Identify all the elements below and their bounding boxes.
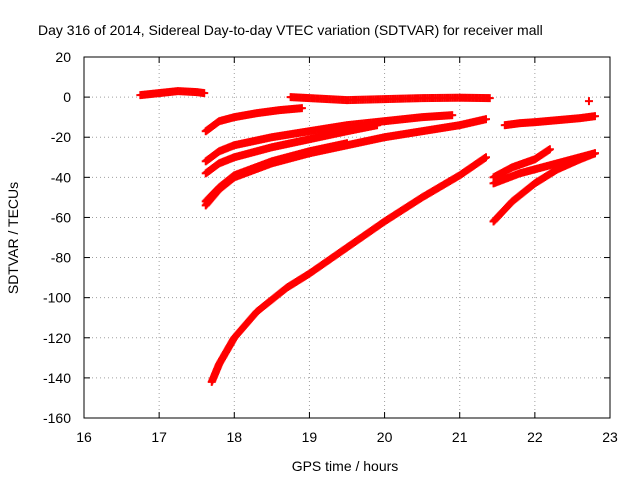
y-tick-label: 0 [63, 89, 71, 105]
y-tick-label: -120 [43, 330, 71, 346]
x-tick-label: 21 [452, 429, 468, 445]
y-tick-label: -140 [43, 370, 71, 386]
y-tick-label: 20 [55, 49, 71, 65]
x-tick-label: 20 [377, 429, 393, 445]
y-tick-label: -80 [51, 250, 71, 266]
data-series [286, 93, 494, 105]
plot-frame [83, 56, 611, 419]
data-series [500, 112, 599, 130]
data-series [201, 104, 306, 136]
y-tick-label: -40 [51, 169, 71, 185]
y-tick-label: -100 [43, 290, 71, 306]
y-tick-label: -20 [51, 129, 71, 145]
x-tick-label: 23 [602, 429, 618, 445]
data-series [207, 153, 491, 386]
grid-layer [84, 57, 610, 418]
x-axis-title: GPS time / hours [292, 458, 399, 474]
data-layer [136, 87, 599, 386]
y-tick-label: -160 [43, 410, 71, 426]
data-series [136, 87, 209, 100]
x-tick-label: 19 [302, 429, 318, 445]
x-tick-label: 17 [151, 429, 167, 445]
data-series [201, 111, 457, 166]
tick-layer: 16 17 18 19 20 21 22 23 -160 -140 -120 -100 -80 -60 -4… [43, 49, 618, 445]
data-series [489, 149, 599, 226]
x-tick-label: 16 [76, 429, 92, 445]
x-tick-label: 22 [527, 429, 543, 445]
data-series [584, 97, 593, 106]
data-series [201, 139, 351, 206]
x-tick-label: 18 [226, 429, 242, 445]
y-axis-title: SDTVAR / TECUs [5, 182, 21, 294]
data-series [201, 121, 382, 178]
y-tick-label: -60 [51, 209, 71, 225]
data-series [489, 145, 554, 182]
chart-title: Day 316 of 2014, Sidereal Day-to-day VTE… [38, 22, 543, 38]
